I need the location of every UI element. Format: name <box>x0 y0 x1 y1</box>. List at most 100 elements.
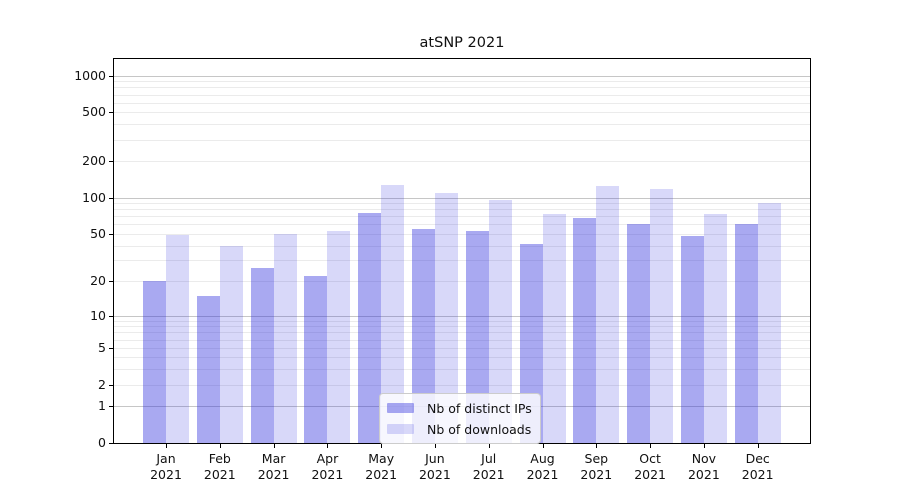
y-gridline-minor <box>114 112 810 114</box>
bar-downloads-aug <box>542 214 566 443</box>
y-gridline-minor <box>114 369 810 371</box>
x-tick-label-dec: Dec 2021 <box>741 451 774 482</box>
y-gridline-major <box>114 197 810 199</box>
bar-distinct-ips-dec <box>734 223 758 443</box>
y-gridline-major <box>114 75 810 77</box>
y-gridline-minor <box>114 224 810 226</box>
legend-item-distinct-ips: Nb of distinct IPs <box>387 399 532 417</box>
legend-label-downloads: Nb of downloads <box>427 421 532 437</box>
bar-distinct-ips-oct <box>627 224 651 443</box>
legend-item-downloads: Nb of downloads <box>387 420 532 438</box>
y-tick-mark <box>109 384 113 386</box>
x-tick-label-mar: Mar 2021 <box>257 451 290 482</box>
y-gridline-minor <box>114 216 810 218</box>
bar-downloads-apr <box>327 230 351 443</box>
bar-downloads-jan <box>166 234 189 443</box>
y-tick-mark <box>109 197 113 199</box>
y-gridline-minor <box>114 339 810 341</box>
bar-downloads-may <box>381 185 405 443</box>
legend-label-distinct-ips: Nb of distinct IPs <box>427 400 532 416</box>
x-tick-mark <box>166 444 167 448</box>
x-tick-label-oct: Oct 2021 <box>634 451 666 482</box>
y-tick-label-1000: 1000 <box>74 67 106 83</box>
x-tick-label-may: May 2021 <box>365 451 398 482</box>
y-tick-mark <box>109 281 113 283</box>
y-tick-mark <box>109 112 113 114</box>
y-tick-mark <box>109 315 113 317</box>
y-gridline-minor <box>114 320 810 322</box>
y-tick-label-1: 1 <box>98 398 106 414</box>
y-gridline-minor <box>114 245 810 247</box>
y-tick-label-50: 50 <box>90 225 106 241</box>
bar-downloads-dec <box>757 202 781 443</box>
chart-title: atSNP 2021 <box>419 35 505 51</box>
y-gridline-minor <box>114 203 810 205</box>
bar-distinct-ips-jul <box>465 230 489 443</box>
y-tick-label-0: 0 <box>98 435 106 450</box>
x-tick-mark <box>381 444 383 448</box>
x-tick-mark <box>434 444 436 448</box>
y-gridline-minor <box>114 260 810 262</box>
bar-distinct-ips-mar <box>250 267 274 443</box>
x-tick-mark <box>273 444 275 448</box>
y-gridline-minor <box>114 102 810 104</box>
bar-downloads-jul <box>488 200 512 443</box>
y-gridline-minor <box>114 124 810 126</box>
bar-distinct-ips-nov <box>680 236 704 443</box>
y-gridline-minor <box>114 347 810 349</box>
y-gridline-minor <box>114 332 810 334</box>
x-tick-mark <box>488 444 490 448</box>
bar-downloads-sep <box>596 185 620 443</box>
x-tick-mark <box>703 444 705 448</box>
x-tick-label-jun: Jun 2021 <box>418 451 451 482</box>
y-gridline-minor <box>114 139 810 141</box>
x-tick-mark <box>650 444 652 448</box>
bar-distinct-ips-jan <box>143 281 166 443</box>
y-gridline-minor <box>114 357 810 359</box>
y-tick-mark <box>109 443 113 444</box>
y-tick-mark <box>109 75 113 77</box>
bar-downloads-nov <box>703 214 727 443</box>
x-tick-label-apr: Apr 2021 <box>311 451 344 482</box>
y-tick-label-200: 200 <box>82 153 106 168</box>
y-gridline-minor <box>114 161 810 162</box>
x-tick-label-jan: Jan 2021 <box>150 451 182 482</box>
y-gridline-minor <box>114 94 810 96</box>
y-gridline-major <box>114 315 810 317</box>
bar-distinct-ips-apr <box>304 276 328 443</box>
y-tick-mark <box>109 406 113 408</box>
x-tick-label-feb: Feb 2021 <box>203 451 236 482</box>
x-tick-label-nov: Nov 2021 <box>687 451 720 482</box>
x-tick-label-aug: Aug 2021 <box>526 451 559 482</box>
y-gridline-minor <box>114 209 810 211</box>
y-gridline-minor <box>114 81 810 83</box>
y-gridline-minor <box>114 87 810 89</box>
bar-downloads-mar <box>273 233 297 443</box>
y-tick-label-20: 20 <box>90 273 106 289</box>
bar-distinct-ips-jun <box>411 228 435 443</box>
bar-distinct-ips-may <box>358 212 382 443</box>
plot-area: Nb of distinct IPs Nb of downloads <box>113 58 811 444</box>
y-tick-label-5: 5 <box>98 339 106 355</box>
y-tick-label-100: 100 <box>82 189 106 205</box>
x-tick-mark <box>219 444 221 448</box>
bar-downloads-jun <box>434 192 458 443</box>
y-gridline-minor <box>114 281 810 283</box>
y-gridline-minor <box>114 233 810 235</box>
legend-swatch-downloads <box>387 424 414 434</box>
x-tick-label-jul: Jul 2021 <box>472 451 505 482</box>
x-tick-mark <box>757 444 759 448</box>
y-tick-mark <box>109 161 113 162</box>
legend-swatch-ips <box>387 403 414 413</box>
bar-downloads-oct <box>650 188 674 443</box>
x-tick-mark <box>596 444 598 448</box>
bar-distinct-ips-feb <box>196 295 220 443</box>
y-gridline-minor <box>114 384 810 386</box>
y-tick-label-2: 2 <box>98 376 106 392</box>
bar-downloads-feb <box>219 245 243 443</box>
y-tick-mark <box>109 233 113 235</box>
x-tick-mark <box>327 444 329 448</box>
y-tick-label-10: 10 <box>90 307 106 323</box>
y-tick-mark <box>109 347 113 349</box>
